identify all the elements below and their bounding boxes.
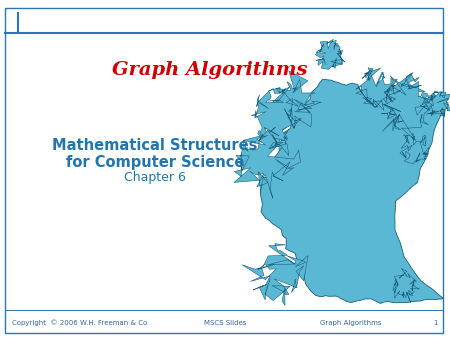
Text: Chapter 6: Chapter 6	[124, 170, 186, 184]
Text: Graph Algorithms: Graph Algorithms	[112, 61, 308, 79]
Text: Mathematical Structures: Mathematical Structures	[52, 139, 258, 153]
Text: Copyright  © 2006 W.H. Freeman & Co: Copyright © 2006 W.H. Freeman & Co	[12, 320, 147, 326]
Text: Graph Algorithms: Graph Algorithms	[320, 320, 382, 326]
Text: MSCS Slides: MSCS Slides	[204, 320, 246, 326]
Text: for Computer Science: for Computer Science	[66, 154, 244, 169]
Text: 1: 1	[433, 320, 438, 326]
